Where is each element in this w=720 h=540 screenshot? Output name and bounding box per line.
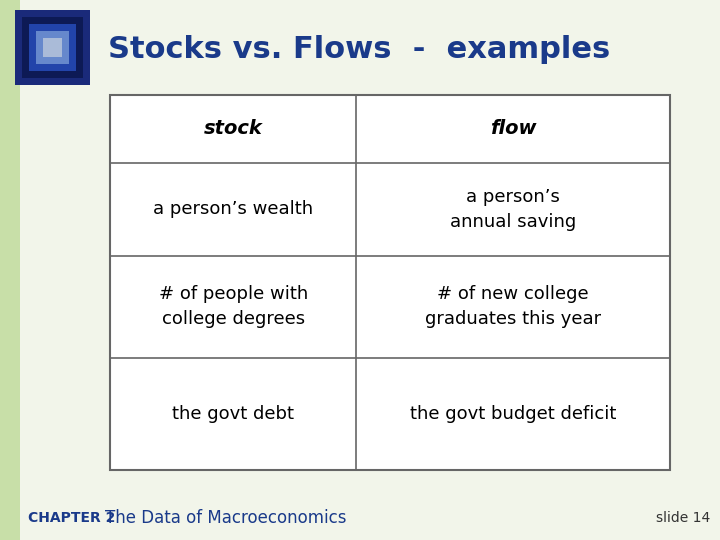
Text: slide 14: slide 14	[656, 511, 710, 525]
Text: a person’s wealth: a person’s wealth	[153, 200, 313, 218]
Bar	[110, 95, 670, 470]
Bar	[22, 17, 83, 78]
Text: a person’s
annual saving: a person’s annual saving	[450, 188, 576, 231]
Text: # of people with
college degrees: # of people with college degrees	[158, 285, 308, 328]
Text: CHAPTER 2: CHAPTER 2	[28, 511, 115, 525]
Bar	[110, 95, 670, 470]
Text: the govt budget deficit: the govt budget deficit	[410, 405, 616, 423]
Text: Stocks vs. Flows  -  examples: Stocks vs. Flows - examples	[108, 36, 611, 64]
Text: stock: stock	[204, 119, 263, 138]
Text: the govt debt: the govt debt	[172, 405, 294, 423]
Bar	[36, 31, 69, 64]
Bar	[0, 0, 20, 540]
Text: # of new college
graduates this year: # of new college graduates this year	[425, 285, 601, 328]
Bar	[29, 24, 76, 71]
Text: flow: flow	[490, 119, 536, 138]
Bar	[43, 38, 62, 57]
Bar	[15, 10, 90, 85]
Text: The Data of Macroeconomics: The Data of Macroeconomics	[105, 509, 346, 527]
